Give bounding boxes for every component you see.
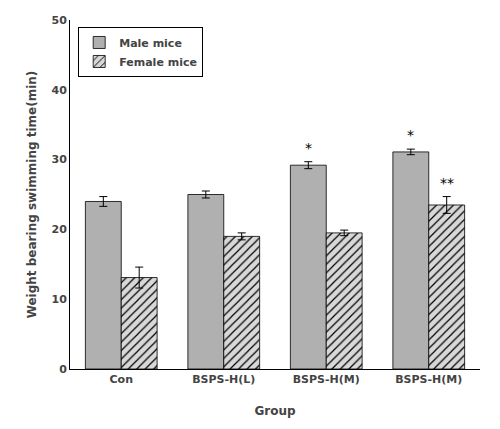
svg-text:*: * xyxy=(407,127,414,143)
svg-text:Group: Group xyxy=(254,404,296,418)
svg-text:50: 50 xyxy=(51,14,67,27)
svg-text:Male mice: Male mice xyxy=(119,37,182,50)
svg-text:BSPS-H(M): BSPS-H(M) xyxy=(293,373,360,386)
svg-text:10: 10 xyxy=(51,293,67,306)
svg-text:Con: Con xyxy=(110,373,133,386)
svg-text:Weight bearing swimming time(m: Weight bearing swimming time(min) xyxy=(25,71,39,319)
svg-text:0: 0 xyxy=(59,363,67,376)
svg-text:BSPS-H(L): BSPS-H(L) xyxy=(192,373,255,386)
svg-text:20: 20 xyxy=(51,223,67,236)
svg-text:30: 30 xyxy=(51,153,67,166)
svg-text:Female mice: Female mice xyxy=(119,56,197,69)
svg-text:40: 40 xyxy=(51,84,67,97)
svg-text:**: ** xyxy=(440,175,454,191)
svg-text:BSPS-H(M): BSPS-H(M) xyxy=(395,373,462,386)
svg-text:*: * xyxy=(305,140,312,156)
